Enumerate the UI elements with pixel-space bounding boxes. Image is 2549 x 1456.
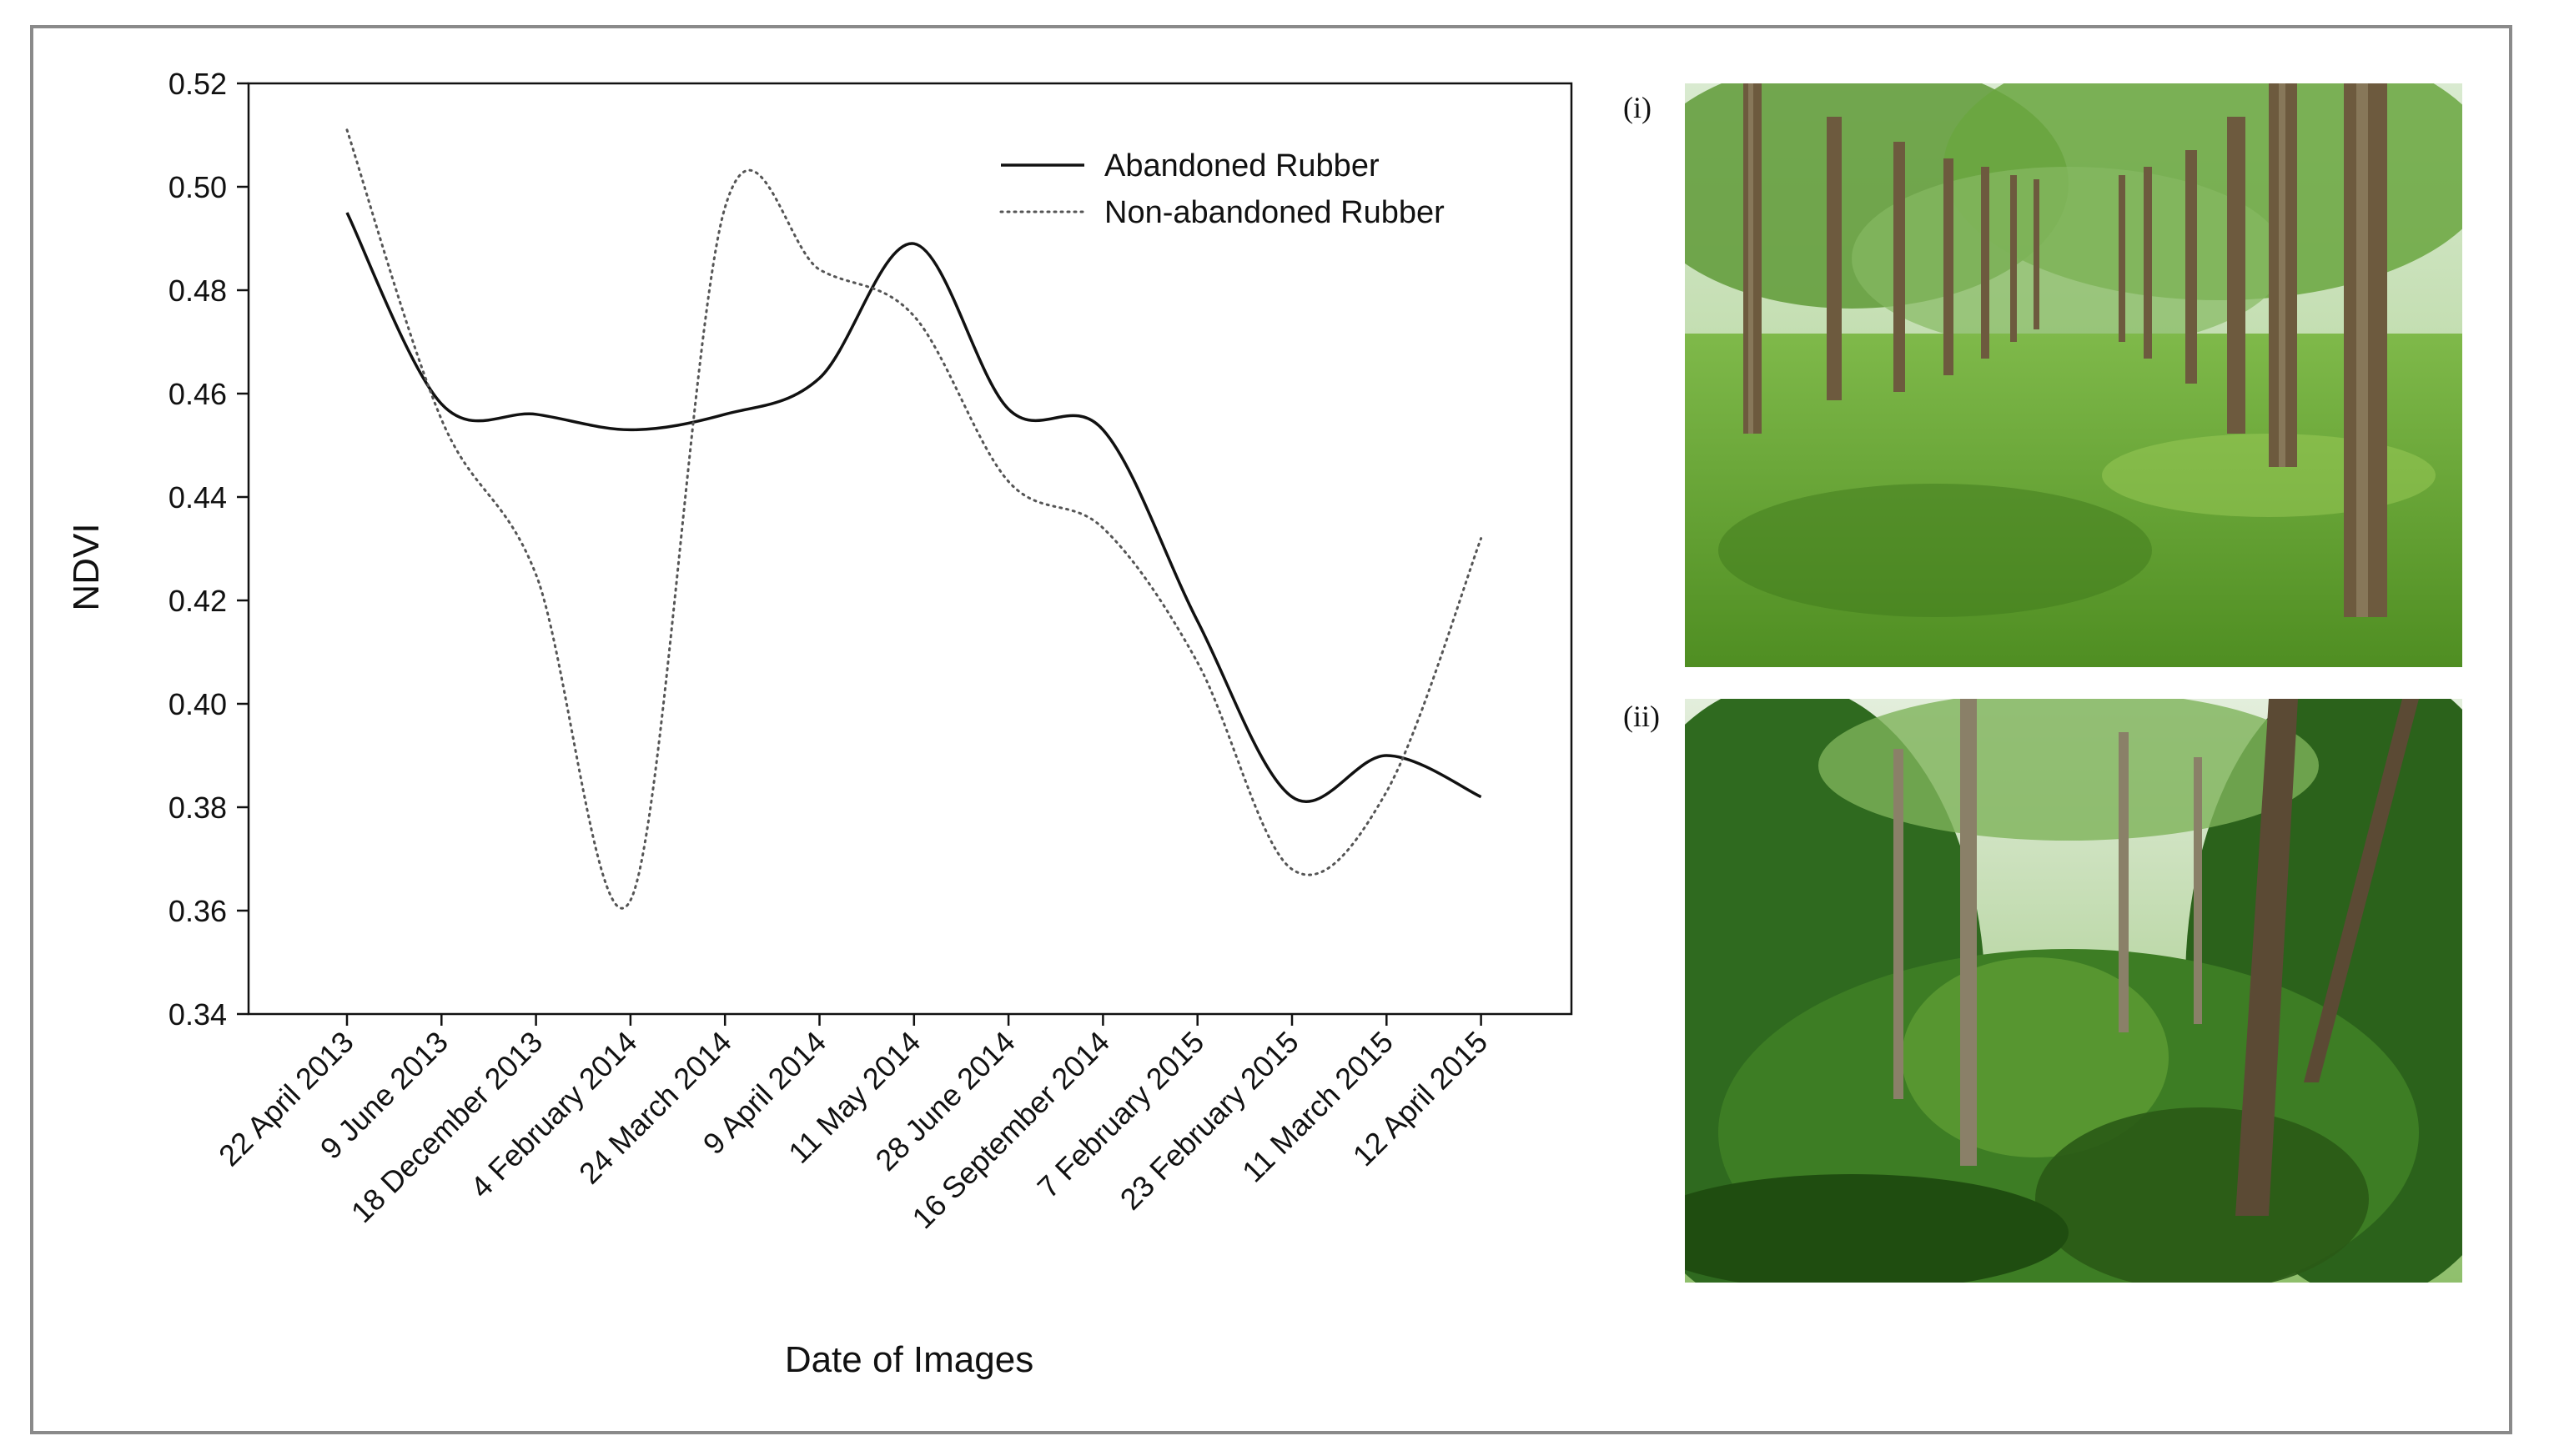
y-tick-label: 0.34 [168, 997, 227, 1032]
y-tick-label: 0.50 [168, 170, 227, 204]
photo-label-ii: (ii) [1623, 700, 1660, 733]
legend-label: Non-abandoned Rubber [1104, 195, 1445, 230]
y-tick-label: 0.46 [168, 377, 227, 411]
y-tick-label: 0.52 [168, 67, 227, 101]
x-tick-label: 4 February 2014 [464, 1025, 644, 1205]
ndvi-line-chart: 0.34 0.36 0.38 0.40 0.42 0.44 0.46 0.48 0.50 0.52… [66, 67, 1573, 1380]
photo-abandoned-plantation [1685, 699, 2462, 1283]
legend-label: Abandoned Rubber [1104, 148, 1380, 183]
y-tick-label: 0.48 [168, 274, 227, 308]
y-tick-label: 0.42 [168, 584, 227, 618]
x-axis-label: Date of Images [785, 1339, 1033, 1380]
plot-frame [247, 82, 1573, 1016]
y-tick-label: 0.44 [168, 480, 227, 515]
x-tick-label: 7 February 2015 [1031, 1025, 1211, 1205]
y-tick-label: 0.40 [168, 687, 227, 721]
x-tick-label: 23 February 2015 [1114, 1025, 1305, 1217]
photo-label-i: (i) [1623, 91, 1652, 124]
photo-non-abandoned-plantation [1685, 83, 2462, 667]
series-line-abandoned [345, 212, 1482, 804]
y-axis-label: NDVI [66, 523, 107, 610]
series-line-non-abandoned [345, 128, 1483, 910]
y-tick-label: 0.38 [168, 791, 227, 825]
y-tick-label: 0.36 [168, 894, 227, 928]
